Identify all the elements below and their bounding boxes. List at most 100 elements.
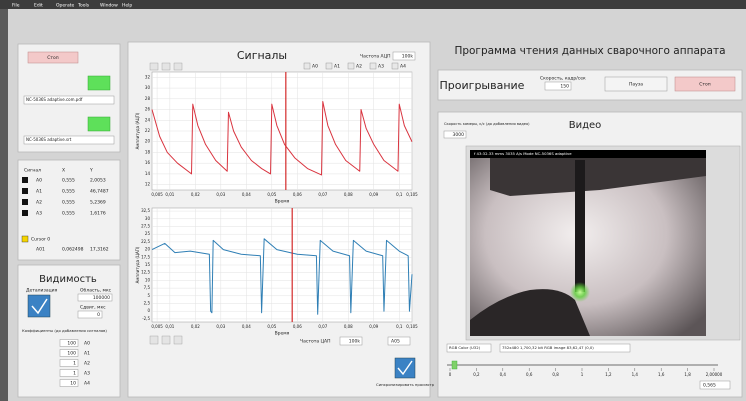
coef-label: Коэффициенты (до добавления сигналов) (22, 328, 107, 333)
channel-label: A1 (334, 64, 340, 70)
adc-label: Частота АЦП (360, 54, 390, 60)
slider-thumb[interactable] (452, 361, 457, 369)
channel-toggle[interactable] (304, 63, 310, 69)
table-cell: 0,555 (62, 200, 75, 206)
speed-label: Скорость, кадр/сек (540, 76, 586, 82)
y-tick-label: 20 (145, 247, 151, 252)
adc-value: 100k (402, 54, 414, 60)
y-axis-label: Амплитуда (АЦП) (135, 112, 140, 149)
channel-toggle[interactable] (326, 63, 332, 69)
x-tick-label: 0,04 (242, 192, 251, 197)
dac-label: Частота ЦАП (300, 339, 330, 345)
y-tick-label: 10 (145, 277, 151, 282)
pause-label: Пауза (629, 82, 643, 88)
signal-chart: -2,502,557,51012,51517,52022,52527,53032… (135, 208, 418, 337)
coef-value: 1 (73, 361, 76, 367)
rate-label: Скорость камеры, к/с (до добавления виде… (444, 122, 530, 126)
y-tick-label: 22,5 (141, 239, 150, 244)
x-tick-label: 0,1 (396, 192, 403, 197)
menu-item[interactable]: File (12, 3, 20, 9)
slider-value: 0,565 (703, 383, 716, 389)
tool-button[interactable] (174, 336, 182, 344)
y-tick-label: 12,5 (141, 270, 150, 275)
table-cell: 0,555 (62, 211, 75, 217)
slider-tick-label: 0,2 (473, 372, 480, 377)
x-axis-label: Время (275, 199, 290, 205)
slider-tick-label: 1,6 (658, 372, 665, 377)
x-tick-label: 0,03 (216, 324, 225, 329)
led (88, 76, 110, 90)
x-tick-label: 0,02 (191, 324, 200, 329)
coef-value: 1 (73, 371, 76, 377)
x-tick-label: 0,08 (344, 192, 353, 197)
table-header: Сигнал (24, 168, 41, 174)
stop-label: Стоп (699, 82, 711, 88)
table-cell: A2 (36, 200, 42, 206)
tool-button[interactable] (162, 336, 170, 344)
app-title: Программа чтения данных сварочного аппар… (454, 45, 725, 57)
channel-toggle[interactable] (348, 63, 354, 69)
x-axis-label: Время (275, 331, 290, 337)
video-overlay: f 43:32.33 mms 3035 A/s Mode NC-5036S ad… (474, 151, 572, 156)
coef-channel: A2 (84, 361, 90, 367)
x-tick-label: 0,105 (406, 324, 418, 329)
tool-button[interactable] (162, 63, 170, 70)
channel-select-value: A05 (391, 339, 400, 345)
shift-label: Сдвиг, мкс (80, 305, 106, 311)
cursor-label: Cursor 0 (31, 237, 50, 243)
menu-item[interactable]: Help (122, 3, 132, 9)
channel-toggle[interactable] (392, 63, 398, 69)
menu-item[interactable]: Tools (77, 3, 90, 9)
table-cell: 1,6176 (90, 211, 106, 217)
table-cell: A3 (36, 211, 42, 217)
table-cell: 0,062498 (62, 247, 84, 253)
table-cell: 2,0053 (90, 178, 106, 184)
format: RGB Color (U32) (449, 345, 481, 350)
signal-chart: 12141618202224262830320,0050,010,020,030… (135, 72, 418, 205)
slider-tick-label: 1,2 (605, 372, 612, 377)
y-tick-label: 15 (145, 262, 151, 267)
y-tick-label: 28 (145, 96, 151, 101)
video-title: Видео (569, 120, 602, 131)
channel-toggle[interactable] (370, 63, 376, 69)
y-tick-label: -2,5 (142, 316, 150, 321)
table-cell: A1 (36, 189, 42, 195)
y-tick-label: 18 (145, 149, 151, 154)
slider-tick-label: 1 (581, 372, 584, 377)
swatch (22, 188, 28, 194)
y-tick-label: 32,5 (141, 208, 150, 213)
tool-button[interactable] (174, 63, 182, 70)
shift-value: 0 (97, 312, 100, 318)
detail-checkbox[interactable] (28, 295, 50, 317)
table-cell: 17,3162 (90, 247, 109, 253)
coef-value: 100 (67, 351, 76, 357)
table-cell: 5,2369 (90, 200, 106, 206)
slider-tick-label: 0,4 (500, 372, 507, 377)
menu-item[interactable]: Window (100, 3, 118, 9)
x-tick-label: 0,05 (267, 324, 276, 329)
electrode (575, 160, 585, 292)
area-value: 100000 (93, 295, 110, 301)
slider-tick-label: 1,4 (632, 372, 639, 377)
tool-button[interactable] (150, 63, 158, 70)
file-path: NC-5036S adaptive.com.pdf (26, 97, 83, 102)
slider-tick-label: 0 (449, 372, 452, 377)
slider-tick-label: 1,8 (684, 372, 691, 377)
led (88, 117, 110, 131)
signals-title: Сигналы (237, 49, 287, 62)
y-tick-label: 26 (145, 107, 151, 112)
rate-value: 3000 (453, 132, 465, 138)
tool-button[interactable] (150, 336, 158, 344)
y-tick-label: 30 (145, 85, 151, 90)
table-cell: A0 (36, 178, 42, 184)
y-tick-label: 27,5 (141, 223, 150, 228)
y-tick-label: 24 (145, 117, 151, 122)
y-tick-label: 22 (145, 128, 151, 133)
y-axis-label: Амплитуда (ЦАП) (135, 246, 140, 283)
table-cell: 0,555 (62, 189, 75, 195)
x-tick-label: 0,05 (267, 192, 276, 197)
menu-item[interactable]: Edit (34, 3, 43, 9)
y-tick-label: 12 (145, 182, 151, 187)
menu-item[interactable]: Operate (56, 3, 75, 9)
x-tick-label: 0,1 (396, 324, 403, 329)
